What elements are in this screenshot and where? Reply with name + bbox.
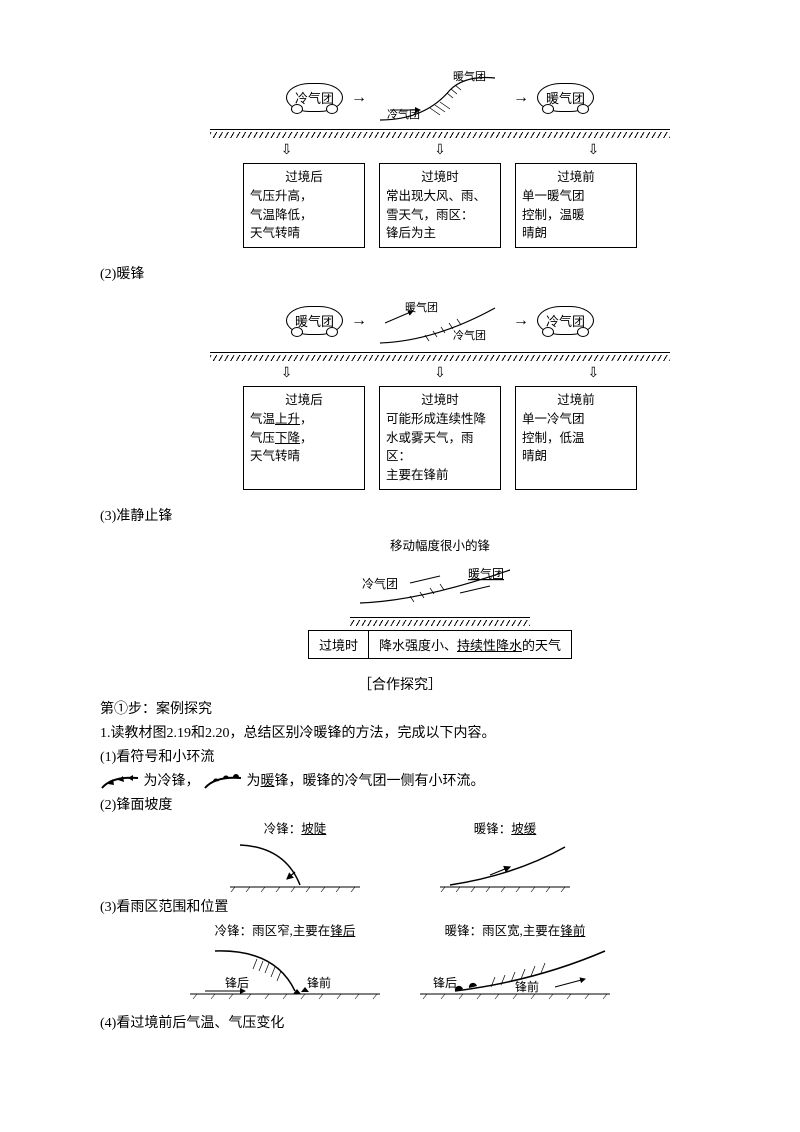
arrow-icon: → (351, 312, 367, 330)
cold-front-symbol-icon (100, 774, 140, 790)
warm-slope-figure: 暖锋：坡缓 (430, 818, 580, 892)
cold-front-boxes: 过境后 气压升高， 气温降低， 天气转晴 过境时 常出现大风、雨、 雪天气，雨区… (180, 163, 700, 248)
question-1: 1.读教材图2.19和2.20，总结区别冷暖锋的方法，完成以下内容。 (100, 722, 700, 742)
warm-front-schematic: 暖气团 冷气团 (375, 293, 505, 348)
warm-front-boxes: 过境后 气温上升， 气压下降， 天气转晴 过境时 可能形成连续性降 水或雾天气，… (180, 386, 700, 490)
sub-1-title: (1)看符号和小环流 (100, 746, 700, 766)
box-after: 过境后 气压升高， 气温降低， 天气转晴 (243, 163, 365, 248)
cold-slope-figure: 冷锋：坡陡 (220, 818, 370, 892)
step-heading: 第①步：案例探究 (100, 698, 700, 718)
svg-text:锋后: 锋后 (225, 976, 249, 990)
warm-front-flow-row: 暖气团 → 暖气团 冷气团 → 冷气团 (180, 293, 700, 348)
slope-figures: 冷锋：坡陡 暖锋：坡缓 (100, 818, 700, 892)
stationary-table: 过境时 降水强度小、持续性降水的天气 (308, 630, 572, 659)
arrow-icon: → (513, 89, 529, 107)
warm-mass-label: 暖气团 (453, 70, 486, 83)
ground-line (210, 129, 670, 130)
box-before: 过境前 单一暖气团 控制，温暖 晴朗 (515, 163, 637, 248)
line-weather: 天气转晴 (250, 447, 358, 466)
stationary-schematic: 冷气团 暖气团 (350, 558, 530, 626)
cold-mass-cloud: 冷气团 (537, 306, 594, 335)
table-cell-label: 过境时 (308, 630, 368, 658)
ground-line (210, 352, 670, 353)
svg-text:锋后: 锋后 (433, 976, 457, 990)
down-arrows: ⇩⇩⇩ (210, 365, 670, 382)
line-pressure: 气压下降， (250, 429, 358, 448)
cold-mass-label: 冷气团 (387, 107, 420, 121)
cold-mass-cloud: 冷气团 (286, 83, 343, 112)
arrow-icon: → (513, 312, 529, 330)
sub-1-content: 为冷锋， 为暖锋，暖锋的冷气团一侧有小环流。 (100, 770, 700, 790)
box-before: 过境前 单一冷气团 控制，低温 晴朗 (515, 386, 637, 490)
box-after: 过境后 气温上升， 气压下降， 天气转晴 (243, 386, 365, 490)
cold-front-schematic: 暖气团 冷气团 (375, 70, 505, 125)
warm-rain-figure: 暖锋：雨区宽,主要在锋前 锋后 锋前 (415, 920, 615, 1008)
line-temp: 气温上升， (250, 410, 358, 429)
cold-rain-figure: 冷锋：雨区窄,主要在锋后 锋后 锋前 (185, 920, 385, 1008)
sub-3-title: (3)看雨区范围和位置 (100, 896, 700, 916)
arrow-icon: → (351, 89, 367, 107)
warm-front-symbol-icon (203, 774, 243, 790)
sub-2-title: (2)锋面坡度 (100, 794, 700, 814)
stationary-caption: 移动幅度很小的锋 (180, 535, 700, 554)
heading-stationary-front: (3)准静止锋 (100, 505, 700, 525)
box-during: 过境时 可能形成连续性降 水或雾天气，雨区： 主要在锋前 (379, 386, 501, 490)
warm-mass-cloud: 暖气团 (537, 83, 594, 112)
svg-text:暖气团: 暖气团 (468, 566, 504, 581)
cold-front-flow-row: 冷气团 → 暖气团 冷气团 → 暖气团 (180, 70, 700, 125)
cold-front-diagram: 冷气团 → 暖气团 冷气团 → 暖气团 ⇩⇩⇩ 过境后 气压升高， 气温降低， … (180, 70, 700, 248)
ground-hatch (210, 355, 670, 361)
warm-mass-cloud: 暖气团 (286, 306, 343, 335)
svg-text:锋前: 锋前 (307, 975, 331, 990)
rain-figures: 冷锋：雨区窄,主要在锋后 锋后 锋前 暖锋：雨区宽,主要在锋前 锋后 锋前 (100, 920, 700, 1008)
ground-hatch (210, 132, 670, 138)
box-during: 过境时 常出现大风、雨、 雪天气，雨区： 锋后为主 (379, 163, 501, 248)
warm-front-diagram: 暖气团 → 暖气团 冷气团 → 冷气团 ⇩⇩⇩ 过境后 气温上升， 气压下降， … (180, 293, 700, 490)
down-arrows: ⇩⇩⇩ (210, 142, 670, 159)
heading-warm-front: (2)暖锋 (100, 263, 700, 283)
svg-text:冷气团: 冷气团 (453, 328, 486, 342)
coop-heading: ［合作探究］ (100, 674, 700, 694)
stationary-front-diagram: 移动幅度很小的锋 冷气团 暖气团 过境时 降水强度小、持续性降水的天气 (180, 535, 700, 659)
svg-text:锋前: 锋前 (515, 979, 539, 994)
svg-text:冷气团: 冷气团 (362, 576, 398, 591)
table-cell-desc: 降水强度小、持续性降水的天气 (368, 630, 571, 658)
sub-4-title: (4)看过境前后气温、气压变化 (100, 1012, 700, 1032)
